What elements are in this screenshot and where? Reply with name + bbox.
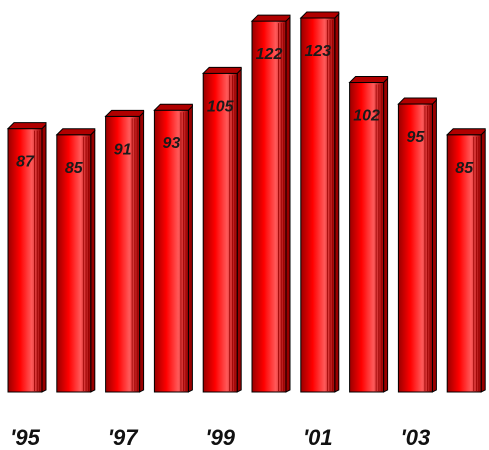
bar-front (300, 17, 336, 393)
bar-front (56, 134, 92, 393)
data-label: 93 (163, 135, 181, 152)
bar-front (153, 109, 189, 393)
bar-side (480, 129, 486, 393)
bar-00 (250, 14, 291, 393)
bar-front (7, 128, 43, 393)
bar-02 (348, 76, 389, 393)
bar-series (6, 11, 486, 393)
data-label: 85 (455, 160, 474, 177)
bar-front (349, 82, 385, 393)
data-labels: 87 85 91 93 105 122 123 102 95 85 (16, 43, 474, 177)
x-tick-label: '97 (108, 425, 139, 450)
bar-01 (299, 11, 340, 393)
bar-03 (397, 97, 437, 393)
data-label: 85 (65, 160, 84, 177)
x-axis-ticks: '95 '97 '99 '01 '03 (10, 425, 430, 450)
data-label: 102 (353, 108, 380, 125)
bar-04 (445, 128, 486, 393)
bar-top (6, 122, 47, 130)
bar-side (285, 15, 291, 393)
bar-99 (201, 66, 242, 393)
bar-side (90, 129, 96, 393)
bar-top (201, 66, 242, 74)
bar-98 (153, 103, 193, 393)
bar-side (236, 68, 242, 393)
x-tick-label: '95 (10, 425, 40, 450)
bar-97 (104, 109, 145, 393)
bar-top (445, 128, 486, 136)
data-label: 123 (304, 43, 331, 60)
bar-side (383, 77, 389, 393)
bar-top (104, 109, 145, 117)
bar-front (202, 72, 238, 393)
bar-side (187, 104, 193, 393)
bar-side (41, 123, 47, 393)
bar-front (105, 115, 141, 393)
bar-top (348, 76, 389, 84)
data-label: 105 (207, 98, 235, 115)
bar-side (431, 98, 437, 393)
data-label: 87 (16, 154, 35, 171)
data-label: 95 (407, 129, 426, 146)
bar-top (397, 97, 437, 105)
bar-top (153, 103, 193, 111)
x-tick-label: '01 (303, 425, 333, 450)
bar-95 (6, 122, 47, 393)
x-tick-label: '99 (205, 425, 235, 450)
bar-top (299, 11, 340, 19)
bar-side (334, 12, 340, 393)
bar-96 (55, 128, 96, 393)
data-label: 91 (114, 141, 132, 158)
x-tick-label: '03 (401, 425, 431, 450)
bar-top (55, 128, 96, 136)
bar-side (139, 111, 145, 393)
data-label: 122 (256, 46, 283, 63)
bar-front (251, 20, 287, 393)
bar-top (250, 14, 291, 22)
